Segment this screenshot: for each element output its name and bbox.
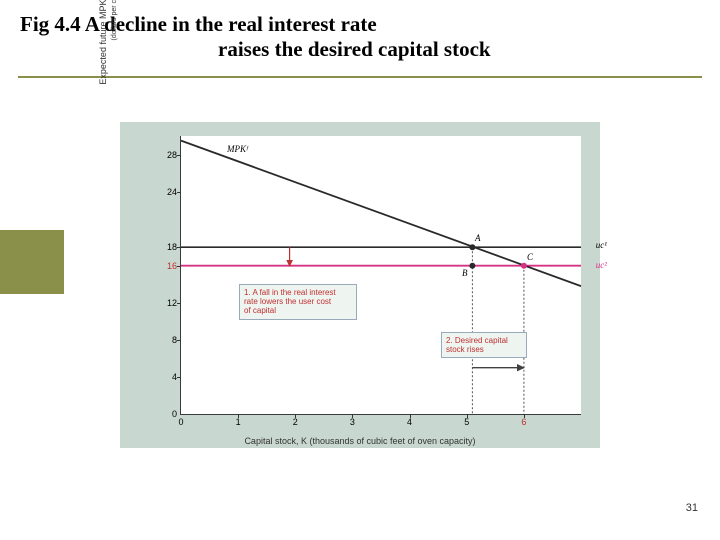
xtick-6: 6 [521,417,526,427]
annot2-l1: 2. Desired capital [446,336,508,345]
y-axis-label-main: Expected future MPK, MPKᶠ, and user cost… [98,0,108,85]
uc2-label: uc² [596,260,607,270]
y-axis-label: Expected future MPK, MPKᶠ, and user cost… [98,0,118,142]
xtick-5: 5 [464,417,469,427]
xtick-2: 2 [293,417,298,427]
plot-area: 0 4 8 12 16 18 24 28 0 1 2 3 4 5 6 [180,136,581,415]
point-A: A [475,233,481,243]
accent-square [0,230,64,294]
annotation-2: 2. Desired capital stock rises [441,332,527,358]
plot-svg [181,136,581,414]
annot1-l3: of capital [244,306,276,315]
y-axis-label-sub: (dollars per cubic foot per year) [111,0,118,40]
page-number: 31 [686,502,698,514]
figure-title: Fig 4.4 A decline in the real interest r… [20,12,700,62]
xtick-0: 0 [178,417,183,427]
mpk-label: MPKᶠ [227,144,248,154]
point-B: B [462,268,468,278]
xtick-1: 1 [236,417,241,427]
xtick-4: 4 [407,417,412,427]
annot1-l2: rate lowers the user cost [244,297,331,306]
uc1-label: uc¹ [596,240,607,250]
title-line-2: raises the desired capital stock [218,37,700,62]
xtick-3: 3 [350,417,355,427]
x-axis-label: Capital stock, K (thousands of cubic fee… [120,436,600,446]
annotation-1: 1. A fall in the real interest rate lowe… [239,284,357,320]
annot1-l1: 1. A fall in the real interest [244,288,336,297]
chart-panel: Expected future MPK, MPKᶠ, and user cost… [120,122,600,448]
annot2-l2: stock rises [446,345,484,354]
title-rule [18,76,702,78]
point-C: C [527,252,533,262]
title-line-1: Fig 4.4 A decline in the real interest r… [20,12,700,37]
